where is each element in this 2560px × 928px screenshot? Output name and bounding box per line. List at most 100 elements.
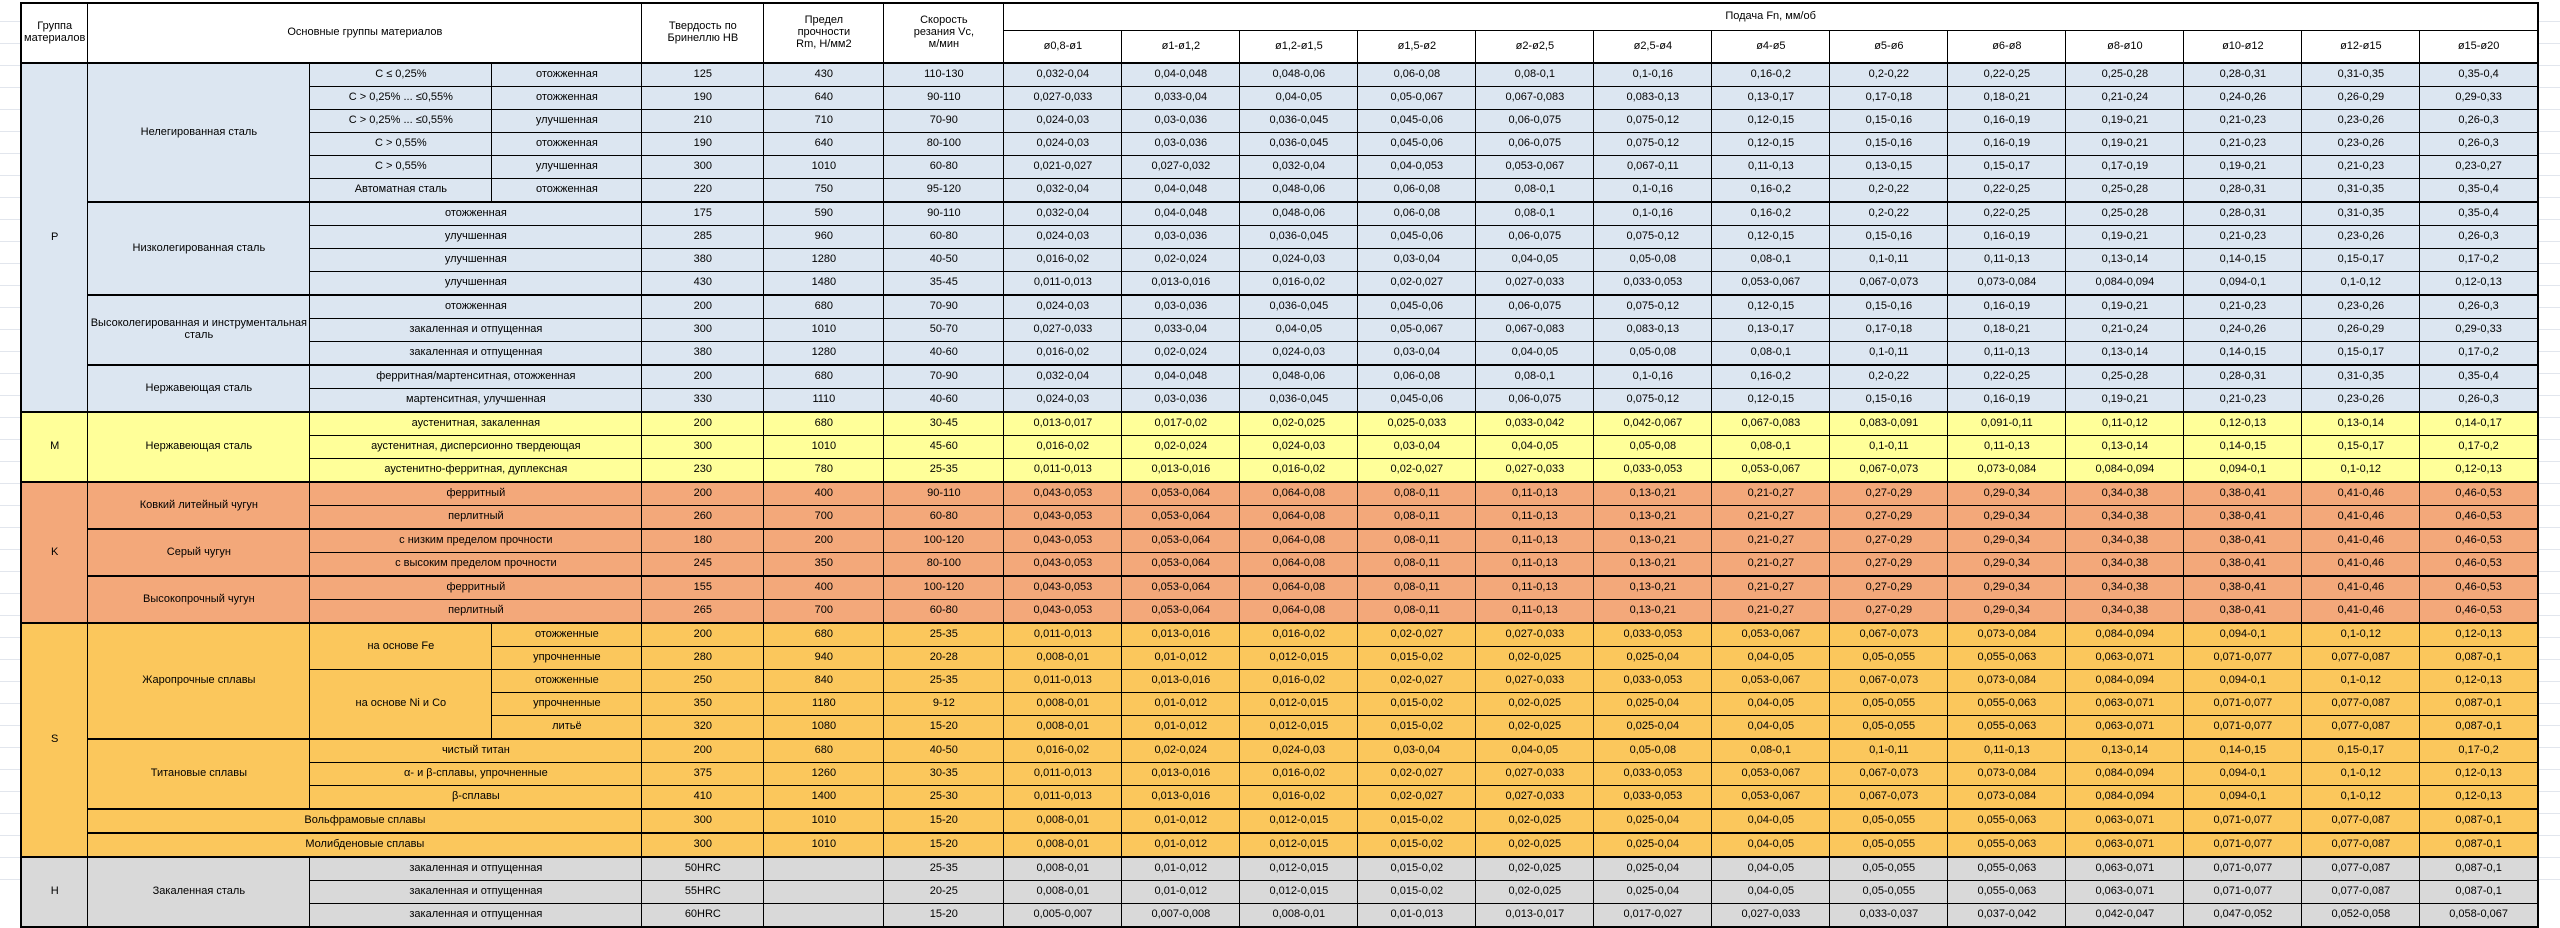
strength-cell[interactable]: 1280 xyxy=(763,248,885,272)
feed-cell[interactable]: 0,03-0,036 xyxy=(1121,388,1241,413)
feed-cell[interactable]: 0,067-0,083 xyxy=(1711,411,1831,436)
feed-cell[interactable]: 0,011-0,013 xyxy=(1003,669,1123,693)
feed-cell[interactable]: 0,21-0,27 xyxy=(1711,599,1831,624)
feed-cell[interactable]: 0,11-0,13 xyxy=(1947,435,2067,459)
feed-cell[interactable]: 0,11-0,13 xyxy=(1475,505,1595,530)
feed-cell[interactable]: 0,25-0,28 xyxy=(2065,178,2185,203)
feed-cell[interactable]: 0,013-0,016 xyxy=(1121,762,1241,786)
feed-cell[interactable]: 0,025-0,04 xyxy=(1593,808,1713,834)
feed-cell[interactable]: 0,08-0,1 xyxy=(1475,364,1595,389)
material-state-cell[interactable]: перлитный xyxy=(309,505,643,530)
feed-cell[interactable]: 0,012-0,015 xyxy=(1239,832,1359,858)
material-state-cell[interactable]: мартенситная, улучшенная xyxy=(309,388,643,413)
feed-cell[interactable]: 0,077-0,087 xyxy=(2301,808,2421,834)
feed-cell[interactable]: 0,06-0,075 xyxy=(1475,388,1595,413)
material-group-cell[interactable]: Вольфрамовые сплавы xyxy=(87,808,643,834)
feed-cell[interactable]: 0,04-0,048 xyxy=(1121,201,1241,226)
feed-cell[interactable]: 0,11-0,13 xyxy=(1947,738,2067,763)
feed-cell[interactable]: 0,04-0,048 xyxy=(1121,364,1241,389)
feed-cell[interactable]: 0,045-0,06 xyxy=(1357,294,1477,319)
feed-cell[interactable]: 0,17-0,19 xyxy=(2065,155,2185,179)
feed-cell[interactable]: 0,042-0,047 xyxy=(2065,903,2185,928)
strength-cell[interactable]: 680 xyxy=(763,411,885,436)
feed-cell[interactable]: 0,033-0,053 xyxy=(1593,669,1713,693)
speed-cell[interactable]: 90-110 xyxy=(883,481,1005,506)
feed-cell[interactable]: 0,015-0,02 xyxy=(1357,832,1477,858)
material-state-cell[interactable]: литьё xyxy=(491,715,643,740)
feed-cell[interactable]: 0,17-0,2 xyxy=(2419,738,2539,763)
feed-cell[interactable]: 0,19-0,21 xyxy=(2065,109,2185,133)
feed-cell[interactable]: 0,02-0,027 xyxy=(1357,458,1477,483)
feed-cell[interactable]: 0,007-0,008 xyxy=(1121,903,1241,928)
feed-cell[interactable]: 0,016-0,02 xyxy=(1003,435,1123,459)
feed-cell[interactable]: 0,067-0,073 xyxy=(1829,785,1949,810)
material-group-cell[interactable]: Нелегированная сталь xyxy=(87,62,311,203)
header-strength[interactable]: Предел прочности Rm, Н/мм2 xyxy=(763,2,885,64)
feed-cell[interactable]: 0,26-0,3 xyxy=(2419,388,2539,413)
hardness-cell[interactable]: 250 xyxy=(641,669,765,693)
feed-cell[interactable]: 0,077-0,087 xyxy=(2301,692,2421,716)
speed-cell[interactable]: 100-120 xyxy=(883,528,1005,553)
speed-cell[interactable]: 50-70 xyxy=(883,318,1005,342)
material-state-cell[interactable]: с высоким пределом прочности xyxy=(309,552,643,577)
feed-cell[interactable]: 0,043-0,053 xyxy=(1003,552,1123,577)
speed-cell[interactable]: 90-110 xyxy=(883,86,1005,110)
material-group-cell[interactable]: Высокопрочный чугун xyxy=(87,575,311,624)
hardness-cell[interactable]: 200 xyxy=(641,364,765,389)
strength-cell[interactable]: 1010 xyxy=(763,318,885,342)
hardness-cell[interactable]: 285 xyxy=(641,225,765,249)
feed-cell[interactable]: 0,26-0,3 xyxy=(2419,109,2539,133)
feed-cell[interactable]: 0,025-0,04 xyxy=(1593,832,1713,858)
hardness-cell[interactable]: 175 xyxy=(641,201,765,226)
feed-cell[interactable]: 0,067-0,11 xyxy=(1593,155,1713,179)
material-state-cell[interactable]: улучшенная xyxy=(309,225,643,249)
feed-cell[interactable]: 0,34-0,38 xyxy=(2065,481,2185,506)
feed-cell[interactable]: 0,032-0,04 xyxy=(1003,178,1123,203)
feed-cell[interactable]: 0,28-0,31 xyxy=(2183,62,2303,87)
feed-cell[interactable]: 0,12-0,13 xyxy=(2419,762,2539,786)
feed-cell[interactable]: 0,01-0,012 xyxy=(1121,880,1241,904)
material-sub-cell[interactable]: C > 0,55% xyxy=(309,155,493,179)
feed-cell[interactable]: 0,05-0,055 xyxy=(1829,832,1949,858)
feed-cell[interactable]: 0,036-0,045 xyxy=(1239,132,1359,156)
speed-cell[interactable]: 20-28 xyxy=(883,646,1005,670)
material-state-cell[interactable]: отожженная xyxy=(491,132,643,156)
strength-cell[interactable]: 710 xyxy=(763,109,885,133)
material-group-cell[interactable]: Высоколегированная и инструментальная ст… xyxy=(87,294,311,366)
feed-cell[interactable]: 0,03-0,04 xyxy=(1357,738,1477,763)
feed-cell[interactable]: 0,29-0,34 xyxy=(1947,599,2067,624)
feed-cell[interactable]: 0,055-0,063 xyxy=(1947,856,2067,881)
hardness-cell[interactable]: 245 xyxy=(641,552,765,577)
material-state-cell[interactable]: отожженная xyxy=(491,178,643,203)
feed-cell[interactable]: 0,21-0,23 xyxy=(2183,132,2303,156)
strength-cell[interactable]: 680 xyxy=(763,738,885,763)
feed-cell[interactable]: 0,29-0,34 xyxy=(1947,575,2067,600)
speed-cell[interactable]: 80-100 xyxy=(883,552,1005,577)
hardness-cell[interactable]: 300 xyxy=(641,435,765,459)
feed-cell[interactable]: 0,067-0,073 xyxy=(1829,271,1949,296)
feed-cell[interactable]: 0,015-0,02 xyxy=(1357,880,1477,904)
feed-cell[interactable]: 0,008-0,01 xyxy=(1003,856,1123,881)
strength-cell[interactable]: 780 xyxy=(763,458,885,483)
header-feed-col[interactable]: ø8-ø10 xyxy=(2065,30,2185,64)
feed-cell[interactable]: 0,2-0,22 xyxy=(1829,201,1949,226)
feed-cell[interactable]: 0,071-0,077 xyxy=(2183,856,2303,881)
material-state-cell[interactable]: ферритная/мартенситная, отожженная xyxy=(309,364,643,389)
feed-cell[interactable]: 0,12-0,15 xyxy=(1711,225,1831,249)
feed-cell[interactable]: 0,19-0,21 xyxy=(2183,155,2303,179)
material-sub-cell[interactable]: C ≤ 0,25% xyxy=(309,62,493,87)
hardness-cell[interactable]: 55HRC xyxy=(641,880,765,904)
feed-cell[interactable]: 0,055-0,063 xyxy=(1947,832,2067,858)
feed-cell[interactable]: 0,23-0,26 xyxy=(2301,225,2421,249)
feed-cell[interactable]: 0,087-0,1 xyxy=(2419,715,2539,740)
feed-cell[interactable]: 0,11-0,13 xyxy=(1475,599,1595,624)
feed-cell[interactable]: 0,04-0,05 xyxy=(1711,832,1831,858)
feed-cell[interactable]: 0,17-0,18 xyxy=(1829,318,1949,342)
feed-cell[interactable]: 0,063-0,071 xyxy=(2065,856,2185,881)
feed-cell[interactable]: 0,084-0,094 xyxy=(2065,762,2185,786)
feed-cell[interactable]: 0,11-0,13 xyxy=(1947,248,2067,272)
feed-cell[interactable]: 0,16-0,19 xyxy=(1947,225,2067,249)
feed-cell[interactable]: 0,063-0,071 xyxy=(2065,715,2185,740)
feed-cell[interactable]: 0,13-0,21 xyxy=(1593,481,1713,506)
feed-cell[interactable]: 0,071-0,077 xyxy=(2183,880,2303,904)
